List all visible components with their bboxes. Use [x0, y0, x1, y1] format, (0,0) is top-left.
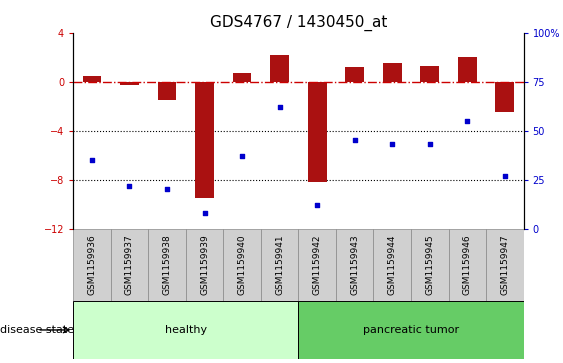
Text: GSM1159939: GSM1159939 — [200, 234, 209, 295]
Bar — [148, 229, 186, 301]
Point — [312, 202, 321, 208]
Bar — [383, 63, 401, 82]
Point — [388, 142, 397, 147]
Title: GDS4767 / 1430450_at: GDS4767 / 1430450_at — [209, 15, 387, 31]
Bar — [111, 229, 148, 301]
Text: healthy: healthy — [165, 325, 207, 335]
Point — [275, 104, 284, 110]
Bar — [373, 229, 411, 301]
Point — [163, 187, 172, 192]
Text: GSM1159947: GSM1159947 — [501, 234, 510, 295]
Text: GSM1159946: GSM1159946 — [463, 234, 472, 295]
Bar — [298, 229, 336, 301]
Bar — [449, 229, 486, 301]
Bar — [73, 229, 111, 301]
Bar — [495, 82, 514, 112]
Bar — [224, 229, 261, 301]
Bar — [411, 229, 449, 301]
Text: GSM1159942: GSM1159942 — [312, 234, 321, 295]
Bar — [73, 301, 298, 359]
Point — [501, 173, 510, 179]
Bar — [421, 66, 439, 82]
Bar — [233, 73, 252, 82]
Point — [463, 118, 472, 124]
Bar — [195, 82, 214, 198]
Bar — [270, 55, 289, 82]
Text: GSM1159938: GSM1159938 — [163, 234, 172, 295]
Bar — [120, 82, 139, 85]
Text: GSM1159944: GSM1159944 — [388, 234, 397, 295]
Bar — [158, 82, 176, 100]
Point — [87, 157, 96, 163]
Text: GSM1159936: GSM1159936 — [87, 234, 96, 295]
Bar — [458, 57, 477, 82]
Text: pancreatic tumor: pancreatic tumor — [363, 325, 459, 335]
Bar — [308, 82, 327, 182]
Text: GSM1159945: GSM1159945 — [425, 234, 434, 295]
Bar — [261, 229, 298, 301]
Text: GSM1159940: GSM1159940 — [238, 234, 247, 295]
Text: GSM1159943: GSM1159943 — [350, 234, 359, 295]
Text: disease state: disease state — [0, 325, 74, 335]
Bar — [486, 229, 524, 301]
Bar — [345, 67, 364, 82]
Point — [350, 138, 359, 143]
Bar — [336, 229, 373, 301]
Text: GSM1159941: GSM1159941 — [275, 234, 284, 295]
Bar — [186, 229, 224, 301]
Bar — [83, 76, 101, 82]
Bar — [298, 301, 524, 359]
Point — [238, 153, 247, 159]
Point — [125, 183, 134, 188]
Point — [200, 210, 209, 216]
Text: GSM1159937: GSM1159937 — [125, 234, 134, 295]
Point — [425, 142, 434, 147]
